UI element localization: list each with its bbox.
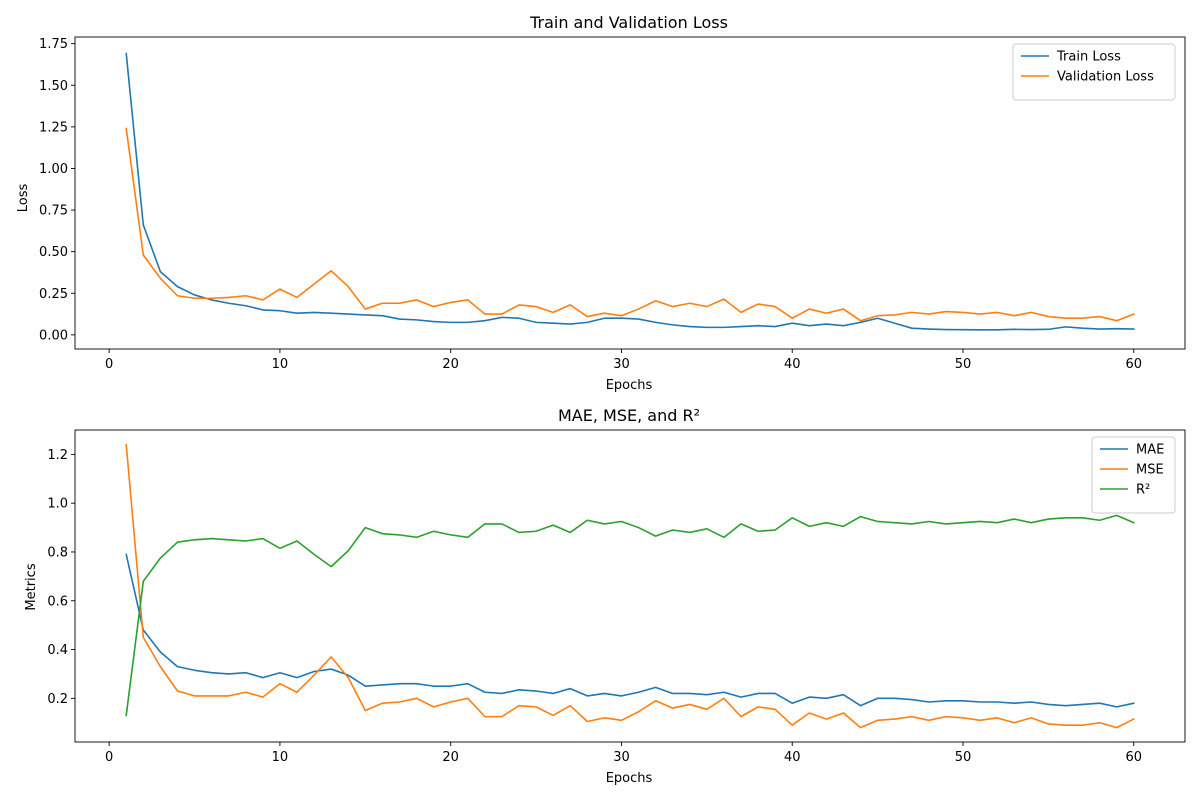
- legend-label: R²: [1136, 483, 1150, 498]
- plot-frame: [74, 429, 1186, 743]
- y-tick-label: 1.50: [39, 79, 68, 94]
- series-line-2: [125, 514, 1135, 717]
- x-tick-label: 40: [784, 750, 801, 765]
- y-tick-label: 0.50: [39, 245, 68, 260]
- series-line-0: [125, 52, 1135, 331]
- chart-title: Train and Validation Loss: [529, 13, 728, 32]
- legend-label: Train Loss: [1056, 50, 1121, 65]
- x-tick-label: 0: [105, 750, 113, 765]
- x-tick-label: 60: [1125, 357, 1142, 372]
- y-tick-label: 0.6: [47, 594, 68, 609]
- legend-box: [1091, 436, 1176, 514]
- y-axis-label: Metrics: [24, 563, 39, 610]
- x-tick-label: 0: [105, 357, 113, 372]
- y-tick-label: 1.0: [47, 497, 68, 512]
- x-tick-label: 50: [955, 750, 972, 765]
- y-tick-label: 0.25: [39, 287, 68, 302]
- y-tick-label: 0.00: [39, 328, 68, 343]
- x-tick-label: 50: [955, 357, 972, 372]
- y-tick-label: 0.4: [47, 643, 68, 658]
- x-tick-label: 10: [272, 357, 289, 372]
- y-tick-label: 0.75: [39, 204, 68, 219]
- loss-chart: Train and Validation Loss Epochs Loss 0 1…: [16, 13, 1186, 393]
- legend-box: [1012, 43, 1176, 101]
- x-tick-label: 60: [1125, 750, 1142, 765]
- x-tick-label: 30: [613, 750, 630, 765]
- series-line-1: [125, 127, 1135, 322]
- legend-label: MSE: [1136, 463, 1164, 478]
- x-tick-label: 10: [272, 750, 289, 765]
- y-tick-label: 1.00: [39, 162, 68, 177]
- y-tick-label: 0.2: [47, 692, 68, 707]
- series-line-1: [125, 443, 1135, 729]
- x-tick-label: 40: [784, 357, 801, 372]
- legend-label: MAE: [1136, 443, 1164, 458]
- y-tick-label: 1.2: [47, 448, 68, 463]
- y-tick-label: 1.75: [39, 37, 68, 52]
- y-axis-label: Loss: [16, 184, 31, 213]
- y-tick-label: 0.8: [47, 545, 68, 560]
- y-tick-label: 1.25: [39, 120, 68, 135]
- metrics-chart: MAE, MSE, and R² Epochs Metrics 0 10 20 30 4…: [24, 406, 1186, 786]
- plot-frame: [74, 36, 1186, 350]
- legend-label: Validation Loss: [1057, 70, 1154, 85]
- x-tick-label: 30: [613, 357, 630, 372]
- x-tick-label: 20: [442, 750, 459, 765]
- series-line-0: [125, 553, 1135, 708]
- x-axis-label: Epochs: [606, 771, 653, 786]
- x-axis-label: Epochs: [606, 378, 653, 393]
- chart-title: MAE, MSE, and R²: [558, 406, 700, 425]
- x-tick-label: 20: [442, 357, 459, 372]
